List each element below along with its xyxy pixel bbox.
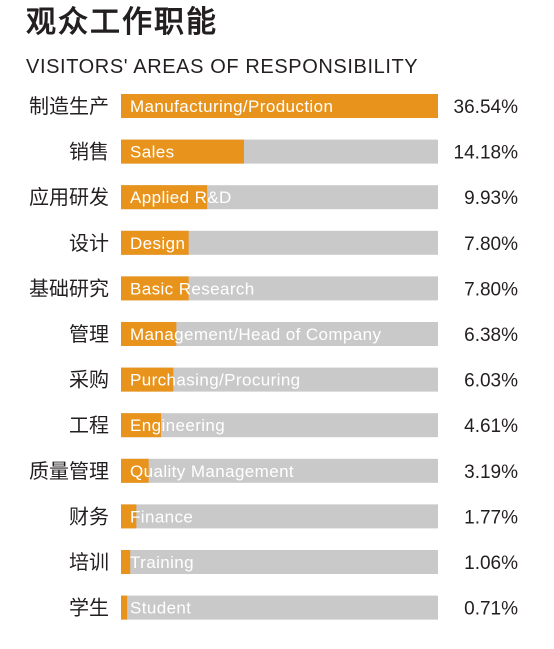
category-label-zh: 学生 — [69, 596, 109, 620]
category-label-zh: 制造生产 — [29, 94, 109, 118]
bar — [121, 230, 189, 255]
category-label-zh: 销售 — [69, 140, 109, 164]
category-label-en: Management/Head of Company — [130, 325, 381, 344]
category-label-zh: 工程 — [69, 413, 109, 437]
chart-subtitle: VISITORS' AREAS OF RESPONSIBILITY — [26, 56, 419, 78]
bar — [121, 550, 131, 574]
bar — [121, 413, 161, 438]
category-label-en: Training — [130, 553, 194, 572]
category-label-en: Quality Management — [130, 462, 294, 481]
bar-track — [121, 550, 438, 574]
category-label-zh: 财务 — [69, 504, 109, 528]
value-label: 7.80% — [464, 279, 518, 300]
category-label-en: Manufacturing/Production — [130, 97, 333, 116]
category-label-zh: 采购 — [69, 368, 109, 392]
bar — [121, 185, 208, 210]
category-label-en: Basic Research — [130, 279, 255, 298]
value-label: 1.06% — [464, 553, 518, 574]
value-label: 6.38% — [464, 325, 518, 346]
category-label-zh: 设计 — [69, 231, 109, 255]
value-label: 4.61% — [464, 416, 518, 437]
category-label-en: Applied R&D — [130, 188, 232, 207]
bar-track — [121, 458, 438, 483]
value-label: 3.19% — [464, 462, 518, 483]
bar — [121, 595, 128, 620]
bar-track — [121, 504, 438, 529]
category-label-en: Purchasing/Procuring — [130, 371, 301, 390]
value-label: 0.71% — [464, 599, 518, 620]
category-label-en: Finance — [130, 507, 193, 526]
bar-track — [121, 367, 438, 392]
value-label: 14.18% — [454, 143, 519, 164]
bar — [121, 94, 438, 118]
bar — [121, 276, 189, 301]
value-label: 6.03% — [464, 371, 518, 392]
bar — [121, 139, 245, 164]
category-label-zh: 培训 — [69, 550, 109, 574]
category-label-en: Student — [130, 599, 191, 618]
category-label-zh: 质量管理 — [29, 459, 109, 483]
category-label-zh: 基础研究 — [29, 276, 109, 300]
category-label-en: Engineering — [130, 416, 225, 435]
bar — [121, 458, 149, 483]
bar — [121, 367, 174, 392]
bar-track — [121, 595, 438, 620]
category-label-en: Design — [130, 234, 185, 253]
category-label-zh: 应用研发 — [29, 185, 109, 209]
bar — [121, 322, 177, 346]
bar — [121, 504, 137, 529]
value-label: 1.77% — [464, 507, 518, 528]
value-label: 7.80% — [464, 234, 518, 255]
value-label: 36.54% — [454, 97, 519, 118]
chart-title: 观众工作职能 — [26, 5, 218, 40]
bar-track — [121, 413, 438, 438]
category-label-en: Sales — [130, 143, 175, 162]
value-label: 9.93% — [464, 188, 518, 209]
category-label-zh: 管理 — [69, 322, 109, 346]
